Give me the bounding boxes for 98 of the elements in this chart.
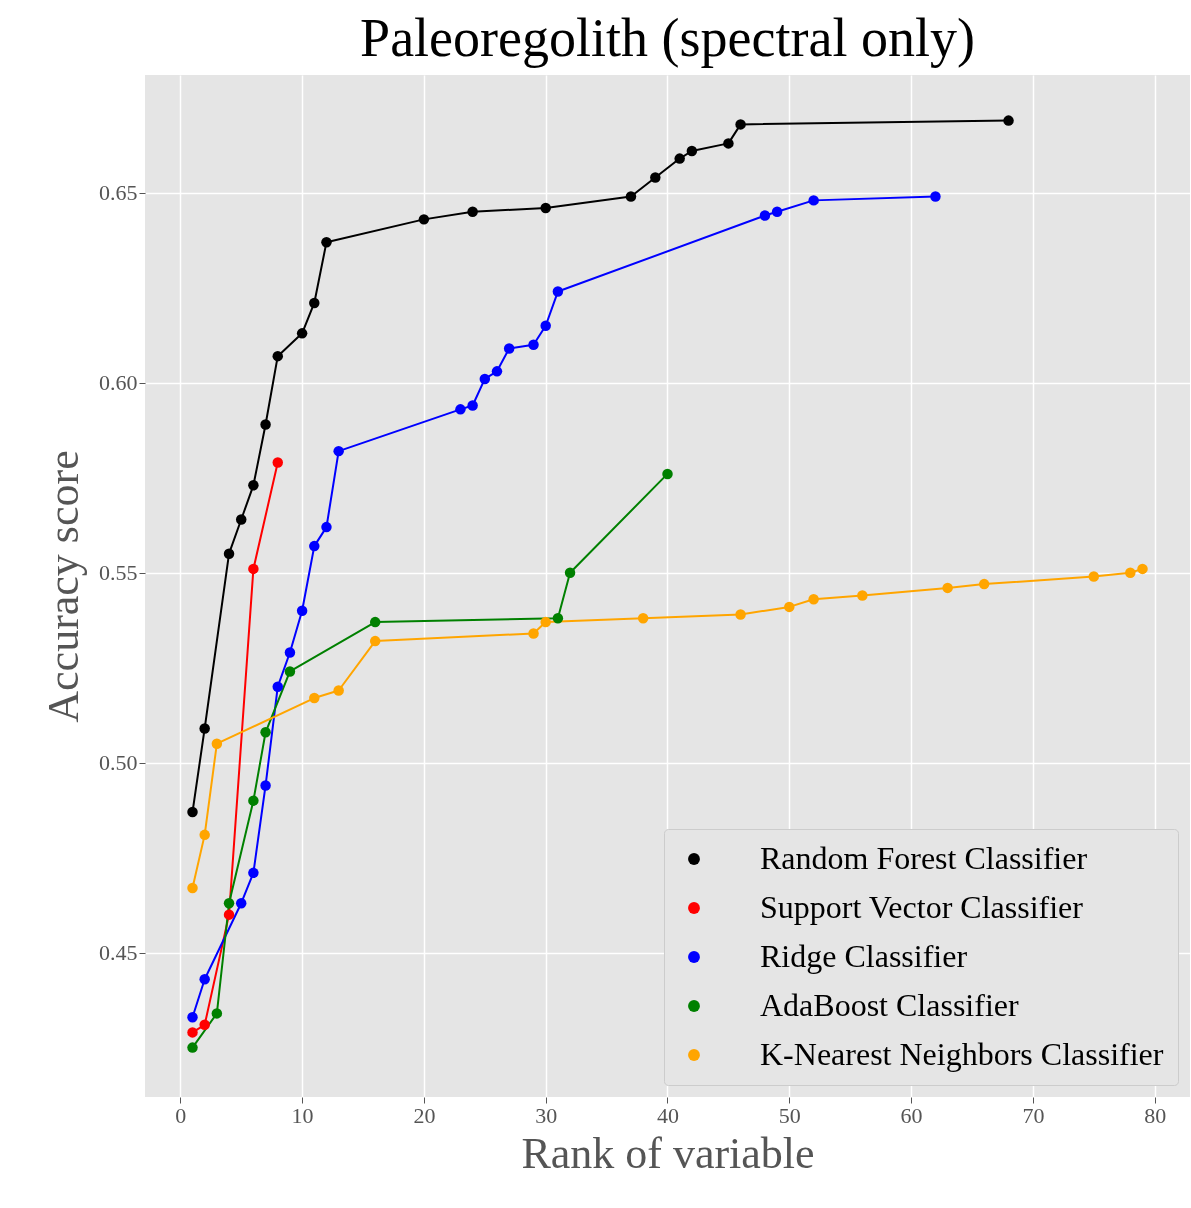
point: [272, 457, 283, 468]
y-axis-title: Accuracy score: [39, 450, 88, 723]
point: [723, 138, 734, 149]
x-tick-label: 70: [1022, 1102, 1045, 1128]
point: [1003, 115, 1014, 126]
point: [540, 616, 551, 628]
point: [808, 594, 819, 605]
point: [540, 320, 551, 331]
point: [978, 578, 990, 590]
point: [309, 692, 320, 704]
point: [248, 795, 259, 806]
point: [211, 1008, 223, 1019]
point: [1088, 571, 1100, 582]
point: [211, 738, 223, 749]
point: [187, 1011, 198, 1023]
point: [735, 609, 746, 620]
x-tick-label: 30: [535, 1102, 558, 1128]
x-tick-label: 0: [175, 1102, 187, 1128]
point: [223, 898, 235, 909]
point: [735, 119, 746, 130]
point: [564, 567, 576, 578]
point: [260, 419, 271, 430]
legend-label: K-Nearest Neighbors Classifier: [760, 1036, 1164, 1072]
point: [321, 521, 332, 533]
point: [321, 236, 332, 248]
point: [309, 540, 320, 552]
point: [235, 898, 247, 909]
x-tick-label: 60: [900, 1102, 923, 1128]
point: [248, 480, 259, 491]
x-axis-title: Rank of variable: [521, 1128, 815, 1178]
point: [333, 685, 344, 696]
point: [808, 195, 819, 206]
point: [771, 206, 783, 218]
point: [455, 404, 466, 415]
point: [784, 601, 795, 613]
legend-label: Support Vector Classifier: [760, 889, 1084, 925]
point: [187, 882, 198, 894]
point: [674, 153, 685, 164]
y-tick-label: 0.65: [99, 180, 138, 206]
point: [686, 145, 698, 157]
point: [369, 635, 381, 647]
point: [333, 445, 344, 457]
point: [199, 1019, 210, 1031]
point: [662, 468, 673, 480]
point: [187, 806, 198, 818]
point: [260, 780, 271, 791]
point: [284, 666, 296, 677]
x-tick-label: 80: [1144, 1102, 1167, 1128]
point: [857, 590, 868, 601]
point: [199, 723, 210, 734]
point: [296, 605, 308, 616]
point: [479, 373, 491, 385]
point: [260, 727, 271, 738]
y-tick-label: 0.55: [99, 560, 138, 586]
point: [528, 339, 539, 350]
point: [248, 563, 259, 575]
y-tick-label: 0.60: [99, 370, 138, 396]
point: [223, 548, 235, 559]
y-tick-label: 0.50: [99, 750, 138, 776]
point: [187, 1027, 198, 1038]
point: [759, 210, 771, 221]
point: [467, 400, 478, 411]
x-tick-label: 40: [657, 1102, 679, 1128]
legend-label: AdaBoost Classifier: [760, 987, 1019, 1023]
point: [552, 613, 564, 624]
point: [296, 328, 308, 339]
legend-label: Ridge Classifier: [760, 938, 968, 974]
point: [625, 191, 637, 202]
point: [272, 350, 283, 362]
point: [637, 613, 649, 624]
point: [930, 191, 941, 202]
x-tick-label: 50: [778, 1102, 801, 1128]
point: [540, 202, 551, 214]
point: [552, 286, 564, 297]
point: [199, 973, 210, 985]
point: [491, 366, 503, 377]
point: [650, 172, 661, 183]
y-tick-label: 0.45: [99, 940, 138, 966]
x-tick-label: 10: [291, 1102, 314, 1128]
legend-label: Random Forest Classifier: [760, 840, 1088, 876]
point: [248, 867, 259, 879]
point: [187, 1042, 198, 1053]
point: [1125, 567, 1136, 578]
point: [503, 343, 515, 354]
point: [284, 647, 296, 658]
point: [942, 582, 953, 594]
chart-title: Paleoregolith (spectral only): [360, 8, 975, 68]
point: [1137, 563, 1148, 575]
x-tick-label: 20: [413, 1102, 436, 1128]
point: [272, 681, 283, 692]
point: [223, 909, 235, 920]
point: [309, 297, 320, 309]
point: [369, 616, 381, 628]
point: [199, 829, 210, 841]
point: [235, 514, 247, 525]
point: [528, 628, 539, 639]
point: [418, 214, 430, 225]
point: [467, 206, 478, 218]
